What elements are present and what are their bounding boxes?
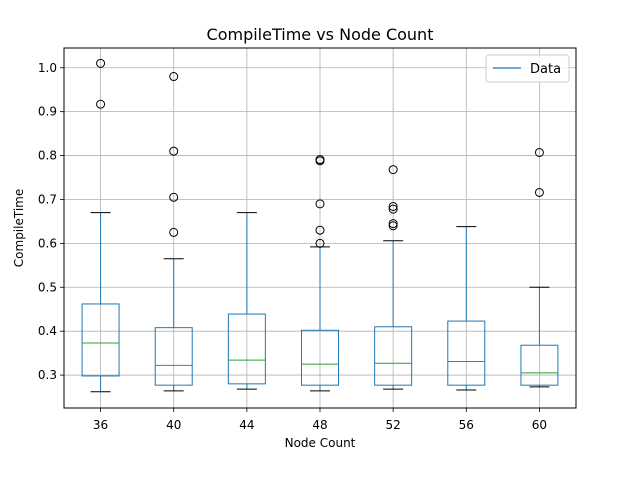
x-tick-label: 36 [93, 418, 108, 432]
legend: Data [485, 54, 570, 83]
box-group-36 [81, 58, 120, 393]
iqr-box [81, 303, 120, 377]
outlier-point [315, 155, 325, 165]
outlier-point [315, 199, 325, 209]
y-tick-label: 0.9 [38, 105, 57, 119]
x-tick-label: 60 [532, 418, 547, 432]
x-tick-label: 40 [166, 418, 181, 432]
y-tick-label: 1.0 [38, 61, 57, 75]
outlier-point [534, 187, 544, 197]
legend-label: Data [530, 62, 561, 77]
y-axis-label: CompileTime [12, 189, 26, 267]
x-axis-label: Node Count [285, 436, 356, 450]
box-group-40 [154, 72, 193, 392]
x-tick-label: 44 [239, 418, 254, 432]
outlier-point [169, 72, 179, 82]
outlier-point [315, 225, 325, 235]
box-group-56 [447, 226, 486, 391]
x-tick-label: 52 [386, 418, 401, 432]
x-tick-label: 56 [459, 418, 474, 432]
outlier-point [96, 58, 106, 68]
outlier-point [534, 147, 544, 157]
box-group-44 [227, 212, 266, 390]
outlier-point [388, 219, 398, 229]
y-tick-label: 0.7 [38, 192, 57, 206]
y-tick-label: 0.5 [38, 280, 57, 294]
iqr-box [227, 313, 266, 385]
outlier-point [169, 227, 179, 237]
outlier-point [169, 146, 179, 156]
y-tick-label: 0.3 [38, 368, 57, 382]
iqr-box [301, 329, 339, 386]
outlier-point [388, 165, 398, 175]
box-layer [81, 58, 559, 393]
iqr-box [520, 344, 559, 386]
outlier-point [388, 201, 398, 211]
legend-box [485, 54, 570, 83]
chart-title: CompileTime vs Node Count [207, 25, 434, 44]
box-group-52 [374, 165, 413, 390]
x-tick-label: 48 [312, 418, 327, 432]
box-group-60 [520, 147, 559, 388]
y-tick-label: 0.8 [38, 149, 57, 163]
outlier-point [388, 204, 398, 214]
outlier-point [388, 221, 398, 231]
iqr-box [154, 327, 193, 386]
y-tick-label: 0.6 [38, 236, 57, 250]
outlier-point [96, 99, 106, 109]
box-group-48 [301, 155, 339, 392]
outlier-point [315, 238, 325, 248]
outlier-point [169, 192, 179, 202]
iqr-box [447, 320, 486, 386]
iqr-box [374, 326, 413, 386]
tick-layer: 0.3 0.4 0.5 0.6 0.7 0.8 0.9 1.0 36 40 44 48 52 56 60 [38, 61, 547, 432]
y-tick-label: 0.4 [38, 324, 57, 338]
